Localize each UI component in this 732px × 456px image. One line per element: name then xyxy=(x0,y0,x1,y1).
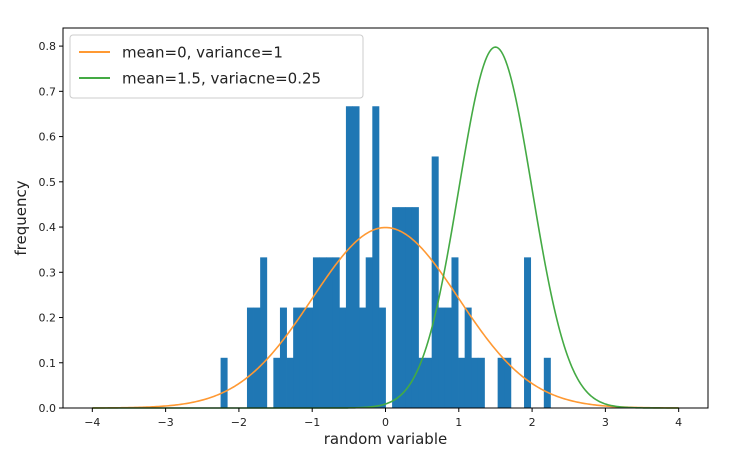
y-tick-label: 0.5 xyxy=(39,176,57,189)
y-tick-label: 0.2 xyxy=(39,312,57,325)
y-axis-label: frequency xyxy=(12,180,30,255)
x-tick-label: 3 xyxy=(602,416,609,429)
histogram-bar-19 xyxy=(365,257,373,408)
histogram-bar-39 xyxy=(543,357,551,408)
histogram-bar-4 xyxy=(260,257,268,408)
histogram-bar-11 xyxy=(312,257,320,408)
x-tick-label: 1 xyxy=(455,416,462,429)
y-tick-label: 0.3 xyxy=(39,266,57,279)
legend-box xyxy=(69,34,364,99)
histogram-bar-1 xyxy=(220,357,228,408)
x-tick-label: −4 xyxy=(84,416,100,429)
histogram-bar-30 xyxy=(444,307,452,408)
histogram-bar-9 xyxy=(299,307,307,408)
x-tick-label: 2 xyxy=(529,416,536,429)
histogram-bar-35 xyxy=(477,357,485,408)
histogram-bar-28 xyxy=(431,156,439,408)
y-tick-label: 0.8 xyxy=(39,40,57,53)
histogram-bar-38 xyxy=(524,257,532,408)
x-axis-label: random variable xyxy=(324,430,447,448)
histogram-bar-33 xyxy=(464,307,472,408)
x-tick-label: −3 xyxy=(158,416,174,429)
histogram-bar-25 xyxy=(411,207,419,408)
y-tick-label: 0.7 xyxy=(39,85,57,98)
histogram-bar-34 xyxy=(471,357,479,408)
histogram-bar-10 xyxy=(306,307,314,408)
histogram-bar-22 xyxy=(392,207,400,408)
histogram-bar-16 xyxy=(345,106,353,408)
histogram-bar-12 xyxy=(319,257,327,408)
histogram-bar-13 xyxy=(326,257,334,408)
legend-label-2: mean=1.5, variacne=0.25 xyxy=(122,70,321,88)
y-tick-label: 0.4 xyxy=(39,221,57,234)
histogram-bar-26 xyxy=(418,357,426,408)
histogram-bars xyxy=(220,106,551,408)
histogram-bar-8 xyxy=(293,307,301,408)
y-tick-label: 0.6 xyxy=(39,131,57,144)
histogram-bar-31 xyxy=(451,257,459,408)
legend-label-1: mean=0, variance=1 xyxy=(122,44,283,62)
histogram-bar-27 xyxy=(425,357,433,408)
histogram-bar-24 xyxy=(405,207,413,408)
x-tick-label: −2 xyxy=(231,416,247,429)
y-axis-ticks: 0.0 0.1 0.2 0.3 0.4 0.5 0.6 0.7 0.8 xyxy=(39,40,63,415)
histogram-bar-14 xyxy=(332,257,340,408)
histogram-bar-18 xyxy=(359,307,367,408)
histogram-bar-36 xyxy=(497,357,505,408)
y-tick-label: 0.0 xyxy=(39,402,57,415)
histogram-bar-7 xyxy=(286,357,294,408)
legend: mean=0, variance=1 mean=1.5, variacne=0.… xyxy=(69,34,364,99)
histogram-bar-37 xyxy=(504,357,512,408)
x-tick-label: −1 xyxy=(304,416,320,429)
histogram-bar-29 xyxy=(438,307,446,408)
histogram-bar-21 xyxy=(378,307,386,408)
curve-1 xyxy=(92,226,679,409)
histogram-bar-3 xyxy=(253,307,261,408)
histogram-bar-15 xyxy=(339,307,347,408)
histogram-bar-20 xyxy=(372,106,380,408)
histogram-bar-6 xyxy=(279,307,287,408)
x-axis-ticks: −4 −3 −2 −1 0 1 2 3 4 xyxy=(84,408,682,429)
x-tick-label: 4 xyxy=(675,416,682,429)
histogram-bar-17 xyxy=(352,106,360,408)
x-tick-label: 0 xyxy=(382,416,389,429)
histogram-bar-2 xyxy=(246,307,254,408)
histogram-bar-23 xyxy=(398,207,406,408)
histogram-bar-5 xyxy=(273,357,281,408)
y-tick-label: 0.1 xyxy=(39,357,57,370)
histogram-bar-32 xyxy=(458,357,466,408)
